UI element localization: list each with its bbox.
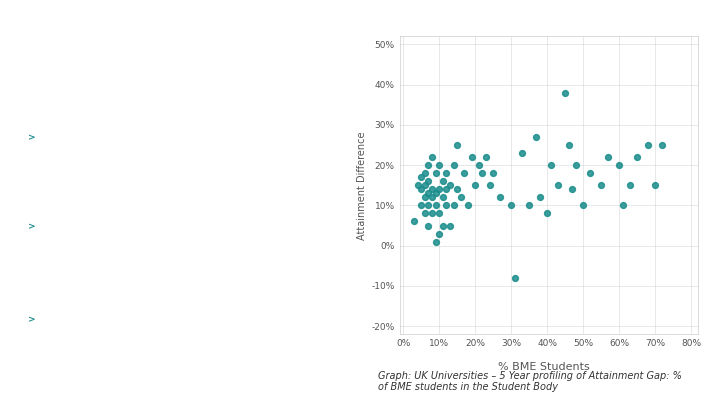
Point [412,182,423,189]
Point [477,170,488,177]
Point [523,202,535,209]
Point [426,154,438,160]
Point [603,154,614,160]
Text: >: > [27,315,35,324]
Point [617,202,629,209]
Point [423,162,434,168]
Point [433,162,445,168]
Point [585,170,596,177]
Point [448,202,459,209]
Point [437,178,449,185]
Point [415,174,427,181]
Point [462,202,474,209]
Point [423,222,434,229]
Point [595,182,607,189]
Point [433,210,445,217]
Text: Narrowing the Gap –: Narrowing the Gap – [37,32,277,52]
Point [559,90,571,96]
Point [419,210,431,217]
Point [459,170,470,177]
Text: >: > [27,222,35,231]
Point [484,182,495,189]
Point [419,182,431,189]
Point [495,194,506,200]
Text: What we know: What we know [37,77,210,97]
Point [441,186,452,192]
Point [541,210,553,217]
Point [419,170,431,177]
Point [552,182,564,189]
Point [430,202,441,209]
Point [545,162,557,168]
Point [531,134,542,140]
Point [444,222,456,229]
Point [444,182,456,189]
Point [419,194,431,200]
Point [642,142,654,148]
Text: A: A [688,361,696,374]
Point [408,218,420,225]
Point [448,162,459,168]
Text: >: > [27,133,35,142]
Point [505,202,517,209]
Text: % BME Students: % BME Students [498,362,590,371]
Point [423,178,434,185]
Point [631,154,643,160]
Point [441,170,452,177]
Text: Controlled for prior attainment, and a wide
range of other relevant factors thes: Controlled for prior attainment, and a w… [58,126,301,176]
Point [430,239,441,245]
Point [430,190,441,196]
Point [624,182,636,189]
Point [577,202,589,209]
Point [430,170,441,177]
Point [570,162,582,168]
Point [423,202,434,209]
Text: Graph: UK Universities – 5 Year profiling of Attainment Gap: %
of BME students i: Graph: UK Universities – 5 Year profilin… [378,371,682,392]
Point [415,202,427,209]
Point [426,186,438,192]
Circle shape [17,211,45,242]
Point [649,182,661,189]
Point [469,182,481,189]
Text: R: R [657,361,664,374]
Point [437,194,449,200]
Point [567,186,578,192]
Text: This would suggest the relationship goes
deeper into the quality of pedagogical
: This would suggest the relationship goes… [58,308,283,358]
Point [433,186,445,192]
Text: Access is important – but increasing access
to create more diverse student bodie: Access is important – but increasing acc… [58,215,299,265]
Point [473,162,485,168]
Point [516,150,528,156]
Point [613,162,625,168]
Text: E: E [688,382,696,394]
Point [426,210,438,217]
Point [480,154,492,160]
Point [563,142,575,148]
Circle shape [17,305,45,335]
Point [433,230,445,237]
Point [423,190,434,196]
Point [534,194,546,200]
Point [437,222,449,229]
Point [426,194,438,200]
Circle shape [17,122,45,153]
Y-axis label: Attainment Difference: Attainment Difference [357,131,367,239]
Point [466,154,477,160]
Point [657,142,668,148]
Point [451,186,463,192]
Point [451,142,463,148]
Point [415,186,427,192]
Point [509,275,521,281]
Text: V: V [657,382,664,394]
Point [487,170,499,177]
Point [455,194,467,200]
Point [441,202,452,209]
